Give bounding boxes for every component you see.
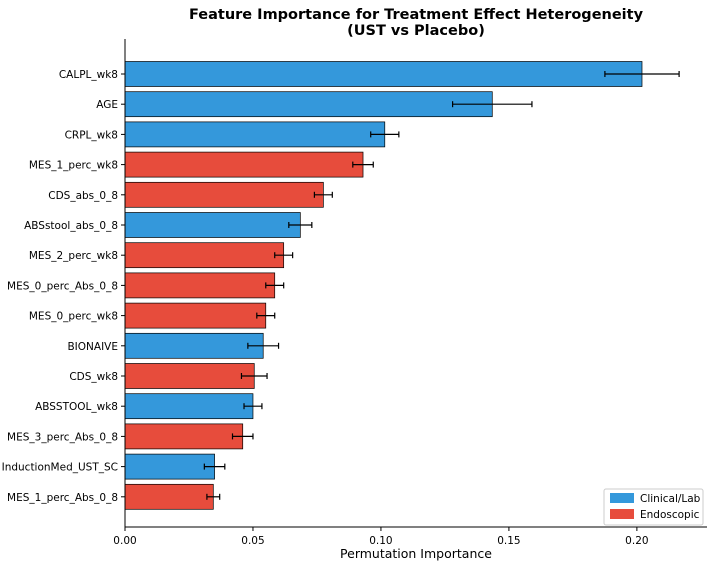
error-bar	[243, 403, 263, 410]
y-tick-label: ABSstool_abs_0_8	[24, 220, 118, 232]
error-bar	[274, 252, 294, 259]
bar-calpl-wk8	[124, 61, 643, 87]
y-tick-label: ABSSTOOL_wk8	[35, 401, 118, 413]
error-bar	[370, 131, 400, 138]
error-bars-layer	[203, 71, 680, 500]
error-bar	[206, 493, 221, 500]
x-tick-label: 0.05	[241, 535, 264, 547]
bar-mes-2-perc-wk8	[124, 242, 285, 269]
bar-mes-1-perc-wk8	[124, 151, 364, 178]
error-bar	[231, 433, 254, 440]
y-tick-layer: CALPL_wk8 AGE CRPL_wk8 MES_1_perc_wk8 CDS_ab…	[2, 69, 125, 504]
error-bar	[352, 161, 374, 168]
error-bar	[265, 282, 285, 289]
x-tick-label: 0.10	[369, 535, 392, 547]
error-bar	[452, 101, 533, 108]
x-axis-title: Permutation Importance	[340, 546, 492, 561]
bar-absstool-wk8	[124, 393, 254, 420]
bars-layer	[124, 61, 643, 510]
bar-bionaive	[124, 332, 264, 359]
error-bar	[313, 191, 333, 198]
x-tick-label: 0.00	[113, 535, 136, 547]
y-tick-label: BIONAIVE	[67, 341, 118, 353]
legend-swatch-endoscopic	[610, 509, 634, 519]
bar-mes-1-perc-abs-0-8	[124, 483, 214, 510]
y-tick-label: AGE	[96, 99, 118, 111]
bar-mes-3-perc-abs-0-8	[124, 423, 244, 450]
y-tick-label: MES_0_perc_Abs_0_8	[7, 280, 118, 292]
chart-title: Feature Importance for Treatment Effect …	[189, 7, 644, 23]
bar-inductionmed-ust-sc	[124, 453, 215, 480]
legend-swatch-clinical-lab	[610, 493, 634, 503]
bar-absstool-abs-0-8	[124, 212, 301, 238]
y-tick-label: MES_0_perc_wk8	[29, 311, 118, 323]
y-tick-label: CRPL_wk8	[65, 129, 118, 141]
error-bar	[604, 71, 680, 77]
bar-crpl-wk8	[124, 121, 386, 148]
error-bar	[288, 222, 313, 228]
y-tick-label: CALPL_wk8	[59, 69, 118, 81]
y-tick-label: MES_2_perc_wk8	[29, 250, 118, 262]
error-bar	[247, 342, 280, 349]
bar-cds-wk8	[124, 363, 255, 389]
bar-mes-0-perc-wk8	[124, 302, 267, 329]
x-tick-label: 0.15	[497, 535, 520, 547]
y-tick-label: InductionMed_UST_SC	[2, 462, 118, 474]
bar-mes-0-perc-abs-0-8	[124, 272, 276, 299]
chart-subtitle: (UST vs Placebo)	[347, 23, 485, 39]
legend-label-endoscopic: Endoscopic	[640, 509, 700, 521]
bar-age	[124, 91, 493, 118]
error-bar	[256, 312, 276, 319]
bar-cds-abs-0-8	[124, 181, 324, 208]
y-tick-label: MES_1_perc_Abs_0_8	[7, 492, 118, 504]
legend-label-clinical-lab: Clinical/Lab	[640, 493, 701, 505]
error-bar	[203, 463, 226, 470]
legend: Clinical/Lab Endoscopic	[603, 488, 704, 526]
y-tick-label: MES_1_perc_wk8	[29, 160, 118, 172]
y-tick-label: CDS_wk8	[69, 371, 118, 383]
y-tick-label: CDS_abs_0_8	[48, 190, 118, 202]
x-tick-layer: 0.00 0.05 0.10 0.15 0.20	[113, 527, 649, 547]
x-tick-label: 0.20	[625, 535, 648, 547]
y-tick-label: MES_3_perc_Abs_0_8	[7, 431, 118, 443]
error-bar	[240, 373, 268, 379]
